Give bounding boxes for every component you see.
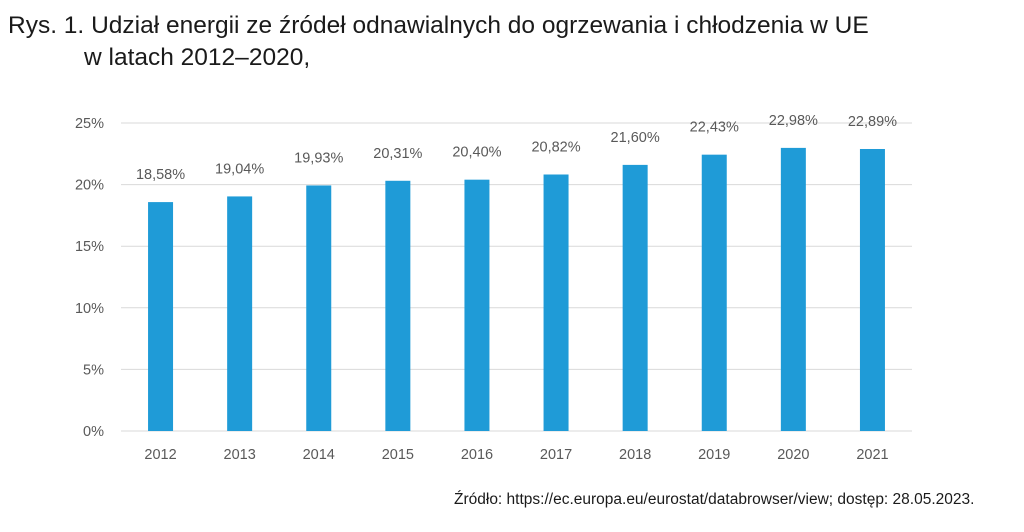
bars xyxy=(148,147,885,432)
chart-title: Rys. 1. Udział energii ze źródeł odnawia… xyxy=(8,10,869,74)
data-label-2012: 18,58% xyxy=(136,167,185,183)
x-tick-label-2014: 2014 xyxy=(303,447,335,463)
y-tick-label: 0% xyxy=(83,424,104,440)
bar-2020 xyxy=(780,147,806,431)
bar-2012 xyxy=(148,202,174,431)
bar-2017 xyxy=(543,174,569,431)
data-label-2015: 20,31% xyxy=(373,146,422,162)
x-tick-label-2021: 2021 xyxy=(856,447,888,463)
bar-2016 xyxy=(464,179,490,431)
data-labels: 18,58% 19,04% 19,93% 20,31% 20,40% 20,82% 21,6… xyxy=(136,113,897,183)
data-label-2014: 19,93% xyxy=(294,150,343,166)
x-tick-label-2015: 2015 xyxy=(382,447,414,463)
data-label-2018: 21,60% xyxy=(611,130,660,146)
data-label-2021: 22,89% xyxy=(848,114,897,130)
y-tick-label: 20% xyxy=(75,178,104,194)
title-line-2: w latach 2012–2020, xyxy=(84,44,311,71)
data-label-2017: 20,82% xyxy=(531,139,580,155)
y-tick-label: 25% xyxy=(75,116,104,132)
x-tick-label-2013: 2013 xyxy=(224,447,256,463)
y-tick-label: 5% xyxy=(83,362,104,378)
gridlines xyxy=(121,122,912,432)
y-axis-tick-labels: 0% 5% 10% 15% 20% 25% xyxy=(75,116,104,440)
bar-2013 xyxy=(227,196,253,431)
x-tick-label-2020: 2020 xyxy=(777,447,809,463)
bar-2014 xyxy=(306,185,332,431)
data-label-2016: 20,40% xyxy=(452,145,501,161)
data-label-2013: 19,04% xyxy=(215,161,264,177)
bar-2015 xyxy=(385,180,411,431)
title-line-1: Udział energii ze źródeł odnawialnych do… xyxy=(91,12,869,39)
source-note: Źródło: https://ec.europa.eu/eurostat/da… xyxy=(454,491,975,508)
bar-2019 xyxy=(701,154,727,431)
y-tick-label: 15% xyxy=(75,239,104,255)
bar-2021 xyxy=(859,148,885,432)
x-tick-label-2016: 2016 xyxy=(461,447,493,463)
x-tick-label-2018: 2018 xyxy=(619,447,651,463)
x-tick-label-2019: 2019 xyxy=(698,447,730,463)
x-tick-label-2017: 2017 xyxy=(540,447,572,463)
data-label-2019: 22,43% xyxy=(690,120,739,136)
data-label-2020: 22,98% xyxy=(769,113,818,129)
y-tick-label: 10% xyxy=(75,301,104,317)
figure-number: Rys. 1. xyxy=(8,12,85,39)
x-tick-label-2012: 2012 xyxy=(144,447,176,463)
x-axis-tick-labels: 2012 2013 2014 2015 2016 2017 2018 2019 2020 2021 xyxy=(144,447,888,463)
bar-2018 xyxy=(622,164,648,431)
